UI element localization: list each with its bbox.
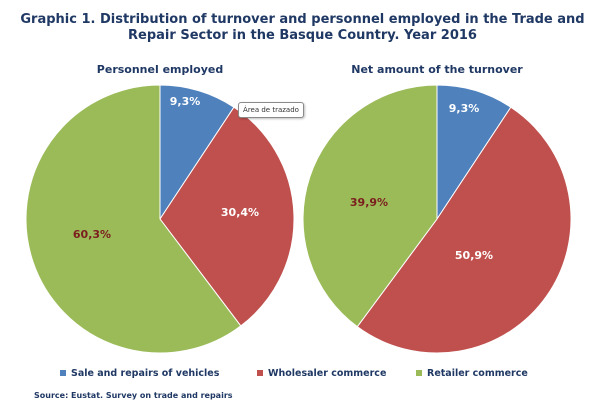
pie-slice-personnel-retailer (25, 84, 242, 354)
legend-swatch-retailer (416, 370, 422, 376)
pie-slice-turnover-wholesaler (356, 106, 572, 354)
pie-label-turnover-wholesaler: 50,9% (455, 249, 493, 262)
legend-item-wholesaler: Wholesaler commerce (257, 366, 386, 380)
legend-label-vehicles: Sale and repairs of vehicles (71, 367, 220, 379)
pie-label-turnover-vehicles: 9,3% (449, 102, 480, 115)
pie-slice-turnover-retailer (302, 84, 438, 328)
plot-area-tooltip: Área de trazado (238, 102, 304, 118)
pie-label-turnover-retailer: 39,9% (350, 196, 388, 209)
pie-slice-personnel-wholesaler (159, 106, 295, 327)
pie-label-personnel-vehicles: 9,3% (170, 95, 201, 108)
chart-title-line-2: Repair Sector in the Basque Country. Yea… (128, 28, 477, 43)
pie-title-personnel: Personnel employed (97, 63, 223, 76)
pie-title-turnover: Net amount of the turnover (351, 63, 523, 76)
pie-slice-personnel-vehicles (159, 84, 235, 221)
chart-title-line-1: Graphic 1. Distribution of turnover and … (20, 12, 585, 27)
pie-label-personnel-wholesaler: 30,4% (221, 206, 259, 219)
legend-item-retailer: Retailer commerce (416, 366, 528, 380)
legend: Sale and repairs of vehicles Wholesaler … (0, 366, 605, 380)
pie-slice-turnover-vehicles (436, 84, 512, 221)
legend-swatch-vehicles (60, 370, 66, 376)
pie-label-personnel-retailer: 60,3% (73, 228, 111, 241)
legend-label-retailer: Retailer commerce (427, 367, 528, 379)
legend-swatch-wholesaler (257, 370, 263, 376)
legend-item-vehicles: Sale and repairs of vehicles (60, 366, 219, 380)
legend-label-wholesaler: Wholesaler commerce (268, 367, 387, 379)
source-note: Source: Eustat. Survey on trade and repa… (34, 391, 233, 400)
chart-title: Graphic 1. Distribution of turnover and … (0, 12, 605, 44)
